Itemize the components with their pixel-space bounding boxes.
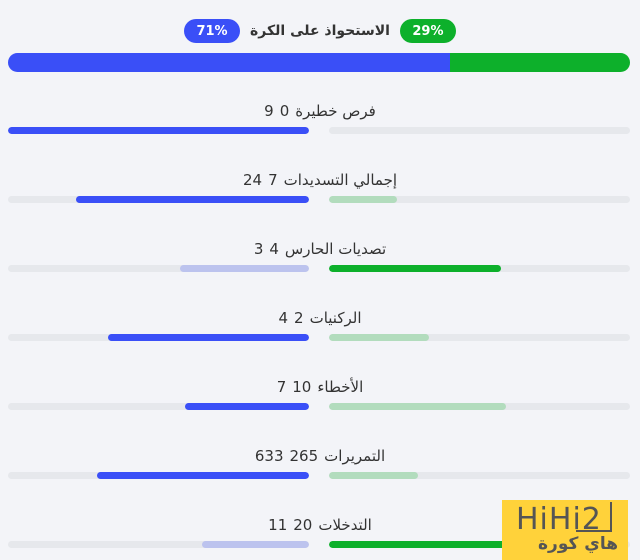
stat-right-fill (329, 541, 524, 548)
stat-right-fill (329, 403, 507, 410)
stat-left-track (8, 472, 309, 479)
stat-name: الركنيات (309, 309, 362, 327)
stat-left-track (8, 541, 309, 548)
stat-left-value: 3 (253, 240, 264, 258)
stat-right-fill (329, 196, 397, 203)
stat-left-value: 24 (242, 171, 263, 189)
stat-right-value: 4 (269, 240, 279, 258)
logo-frame (576, 502, 612, 532)
possession-right-badge: 29% (399, 19, 456, 43)
stat-right-value: 0 (279, 102, 290, 120)
stat-left-value: 11 (268, 516, 288, 534)
stat-right-track (329, 334, 630, 341)
stat-label: 11 التدخلات 20 (0, 516, 640, 534)
stat-left-fill (185, 403, 309, 410)
stat-left-fill (75, 196, 309, 203)
stat-right-value: 10 (292, 378, 312, 396)
possession-left-badge: 71% (184, 19, 241, 43)
stat-right-fill (329, 334, 430, 341)
stat-name: فرص خطيرة (295, 102, 376, 120)
stat-label: 24 إجمالي التسديدات 7 (0, 171, 640, 189)
stat-left-value: 9 (264, 102, 274, 120)
stat-name: الأخطاء (317, 378, 364, 396)
stat-left-track (8, 127, 309, 134)
stat-right-fill (329, 472, 418, 479)
stat-name: تصديات الحارس (284, 240, 387, 258)
stat-right-track (329, 196, 630, 203)
hihi2-logo: HiHi2 هاي كورة (502, 500, 628, 560)
stat-right-fill (329, 265, 501, 272)
stat-left-fill (202, 541, 309, 548)
logo-text-en: HiHi2 (516, 502, 602, 537)
possession-title: الاستحواذ على الكرة (250, 23, 390, 39)
possession-right-fill (449, 53, 630, 72)
stat-label: 7 الأخطاء 10 (0, 378, 640, 396)
stat-left-value: 4 (278, 309, 289, 327)
stat-left-track (8, 403, 309, 410)
possession-left-fill (8, 53, 450, 72)
stat-right-track (329, 127, 630, 134)
possession-header: 71% الاستحواذ على الكرة 29% (0, 19, 640, 43)
stat-left-track (8, 196, 309, 203)
logo-text-ar: هاي كورة (538, 534, 619, 554)
stat-left-track (8, 265, 309, 272)
stat-left-track (8, 334, 309, 341)
stat-right-track (329, 403, 630, 410)
stat-name: التدخلات (318, 516, 372, 534)
stat-right-value: 20 (293, 516, 313, 534)
stat-label: 3 تصديات الحارس 4 (0, 240, 640, 258)
stat-right-track (329, 472, 630, 479)
possession-bar (8, 53, 630, 72)
stat-left-fill (96, 472, 309, 479)
stat-right-track (329, 541, 630, 548)
stat-label: 633 التمريرات 265 (0, 447, 640, 465)
stat-name: إجمالي التسديدات (283, 171, 398, 189)
stat-label: 4 الركنيات 2 (0, 309, 640, 327)
stat-name: التمريرات (324, 447, 386, 465)
stat-left-fill (8, 127, 309, 134)
stat-right-track (329, 265, 630, 272)
stat-left-value: 7 (276, 378, 287, 396)
stat-right-value: 2 (294, 309, 304, 327)
stat-right-value: 265 (289, 447, 319, 465)
stat-left-value: 633 (254, 447, 284, 465)
stat-left-fill (108, 334, 309, 341)
stat-label: 9 فرص خطيرة 0 (0, 102, 640, 120)
stat-left-fill (180, 265, 309, 272)
stat-right-value: 7 (268, 171, 278, 189)
